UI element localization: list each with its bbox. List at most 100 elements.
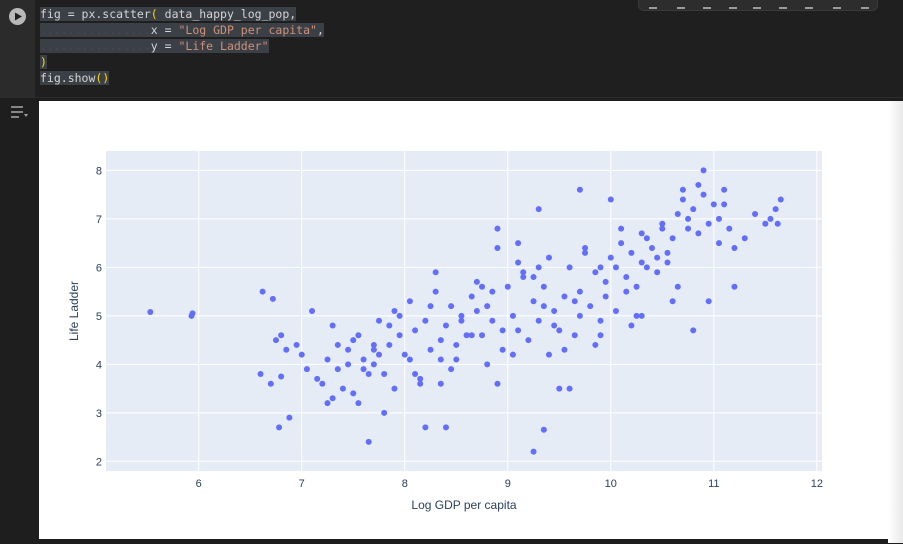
data-point[interactable] [556, 327, 563, 334]
data-point[interactable] [649, 244, 656, 251]
data-point[interactable] [520, 269, 527, 276]
data-point[interactable] [571, 298, 578, 305]
data-point[interactable] [582, 249, 589, 256]
data-point[interactable] [494, 244, 501, 251]
data-point[interactable] [309, 308, 316, 314]
data-point[interactable] [767, 215, 774, 222]
data-point[interactable] [721, 186, 728, 193]
data-point[interactable] [515, 259, 522, 266]
data-point[interactable] [643, 235, 650, 242]
data-point[interactable] [345, 361, 352, 368]
data-point[interactable] [442, 322, 449, 329]
delete-icon[interactable] [833, 1, 841, 9]
data-point[interactable] [705, 220, 712, 227]
data-point[interactable] [350, 390, 357, 397]
data-point[interactable] [628, 249, 635, 256]
data-point[interactable] [463, 332, 470, 339]
data-point[interactable] [334, 366, 341, 373]
move-down-icon[interactable] [677, 1, 685, 9]
data-point[interactable] [695, 181, 702, 188]
data-point[interactable] [278, 332, 285, 339]
data-point[interactable] [370, 341, 377, 348]
data-point[interactable] [437, 337, 444, 344]
data-point[interactable] [576, 186, 583, 193]
data-point[interactable] [561, 293, 568, 300]
data-point[interactable] [269, 295, 276, 302]
data-point[interactable] [355, 332, 362, 339]
data-point[interactable] [396, 312, 403, 319]
data-point[interactable] [324, 400, 331, 407]
data-point[interactable] [679, 196, 686, 203]
data-point[interactable] [731, 244, 738, 251]
data-point[interactable] [566, 385, 573, 392]
data-point[interactable] [592, 341, 599, 348]
data-point[interactable] [350, 337, 357, 344]
data-point[interactable] [324, 356, 331, 363]
data-point[interactable] [259, 288, 266, 295]
data-point[interactable] [396, 332, 403, 339]
data-point[interactable] [710, 201, 717, 208]
data-point[interactable] [540, 303, 547, 310]
data-point[interactable] [376, 317, 383, 324]
move-up-icon[interactable] [649, 1, 657, 9]
data-point[interactable] [597, 264, 604, 271]
data-point[interactable] [339, 385, 346, 392]
data-point[interactable] [571, 332, 578, 339]
data-point[interactable] [530, 448, 537, 455]
mirror-icon[interactable] [805, 1, 813, 9]
data-point[interactable] [286, 414, 293, 421]
data-point[interactable] [685, 225, 692, 232]
data-point[interactable] [494, 225, 501, 232]
data-point[interactable] [633, 312, 640, 319]
data-point[interactable] [504, 283, 511, 290]
data-point[interactable] [427, 346, 434, 353]
data-point[interactable] [535, 264, 542, 271]
data-point[interactable] [278, 373, 285, 380]
data-point[interactable] [412, 327, 419, 334]
data-point[interactable] [535, 317, 542, 324]
data-point[interactable] [484, 303, 491, 310]
data-point[interactable] [329, 322, 336, 329]
link-icon[interactable] [703, 1, 711, 9]
data-point[interactable] [690, 206, 697, 213]
data-point[interactable] [700, 191, 707, 198]
data-point[interactable] [188, 312, 195, 319]
data-point[interactable] [721, 201, 728, 208]
data-point[interactable] [674, 211, 681, 218]
data-point[interactable] [453, 356, 460, 363]
data-point[interactable] [659, 220, 666, 227]
data-point[interactable] [700, 167, 707, 174]
data-point[interactable] [607, 196, 614, 203]
data-point[interactable] [726, 225, 733, 232]
data-point[interactable] [489, 288, 496, 295]
data-point[interactable] [276, 424, 283, 431]
data-point[interactable] [345, 346, 352, 353]
edit-icon[interactable] [753, 1, 761, 9]
data-point[interactable] [551, 308, 558, 314]
data-point[interactable] [283, 346, 290, 353]
data-point[interactable] [479, 332, 486, 339]
data-point[interactable] [643, 264, 650, 271]
code-editor[interactable]: fig = px.scatter( data_happy_log_pop,...… [40, 6, 324, 86]
data-point[interactable] [412, 371, 419, 378]
data-point[interactable] [545, 351, 552, 358]
data-point[interactable] [525, 337, 532, 344]
data-point[interactable] [618, 240, 625, 247]
data-point[interactable] [484, 361, 491, 368]
data-point[interactable] [458, 312, 465, 319]
data-point[interactable] [360, 366, 367, 373]
data-point[interactable] [499, 327, 506, 334]
data-point[interactable] [576, 288, 583, 295]
data-point[interactable] [623, 288, 630, 295]
data-point[interactable] [417, 375, 424, 382]
data-point[interactable] [370, 361, 377, 368]
data-point[interactable] [406, 298, 413, 305]
data-point[interactable] [509, 312, 516, 319]
data-point[interactable] [272, 337, 279, 344]
data-point[interactable] [386, 341, 393, 348]
data-point[interactable] [561, 346, 568, 353]
data-point[interactable] [638, 259, 645, 266]
data-point[interactable] [674, 283, 681, 290]
data-point[interactable] [473, 308, 480, 314]
run-cell-button[interactable] [9, 8, 26, 25]
